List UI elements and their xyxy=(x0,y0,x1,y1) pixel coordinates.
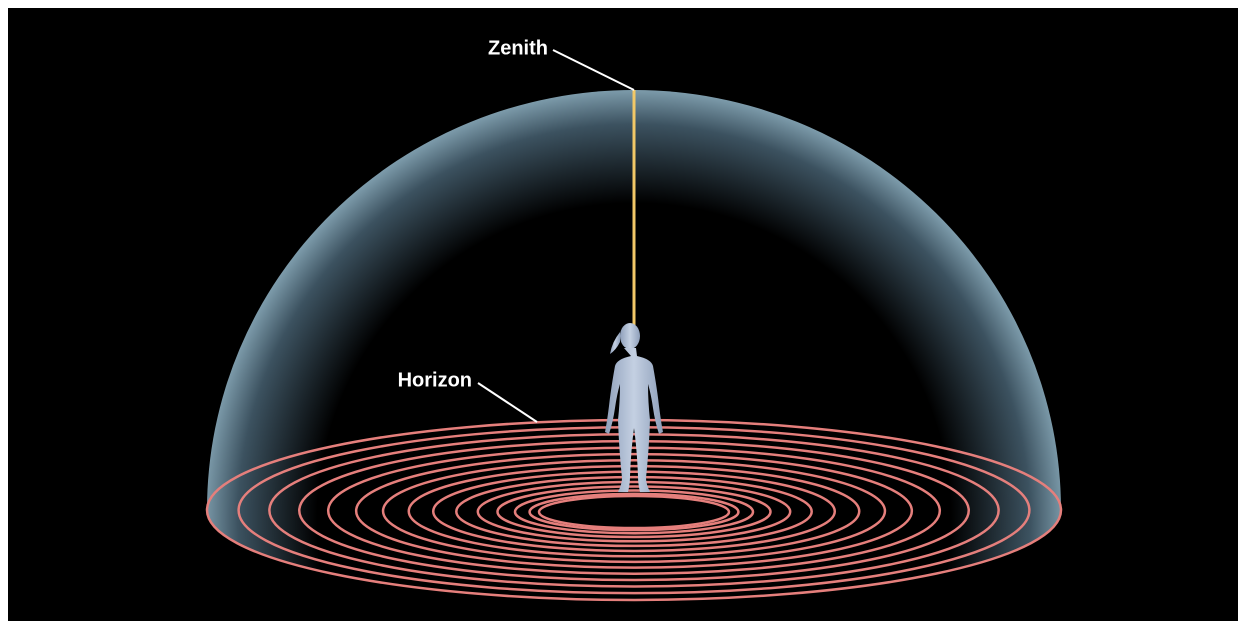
horizon-ring xyxy=(381,459,887,564)
zenith-leader xyxy=(552,49,635,91)
horizon-ring xyxy=(476,480,792,543)
horizon-ring xyxy=(354,452,914,569)
horizon-ring xyxy=(513,489,755,535)
horizon-ring xyxy=(268,433,1000,588)
horizon-leader xyxy=(477,382,538,423)
horizon-ring xyxy=(431,470,837,553)
horizon-ring xyxy=(326,446,942,575)
zenith-label: Zenith xyxy=(488,37,548,59)
horizon-ring xyxy=(496,485,772,539)
horizon-ring xyxy=(537,494,731,530)
horizon-ring xyxy=(455,475,813,548)
observer xyxy=(605,323,663,492)
horizon-label: Horizon xyxy=(398,369,472,391)
horizon-ring xyxy=(528,492,740,532)
horizon-ring xyxy=(298,439,970,582)
horizon-ring xyxy=(407,464,861,558)
